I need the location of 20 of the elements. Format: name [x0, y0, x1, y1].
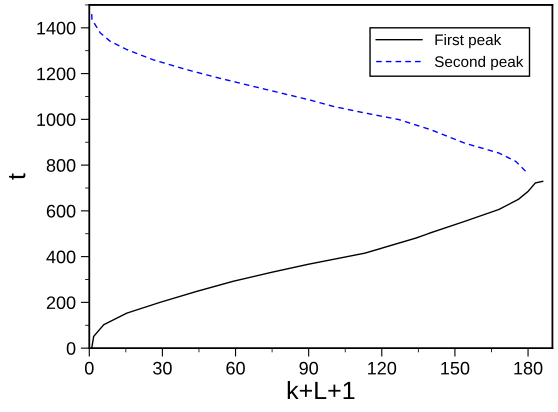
x-tick-label: 150	[441, 362, 470, 375]
x-tick-label: 30	[153, 362, 172, 375]
x-tick-label: 0	[84, 362, 94, 375]
y-tick-label: 1200	[37, 68, 76, 80]
y-tick-label: 800	[46, 159, 76, 172]
y-tick-label: 1000	[37, 113, 76, 126]
x-tick-label: 180	[514, 362, 542, 375]
legend-label: First peak	[435, 34, 502, 48]
y-tick-label: 400	[46, 250, 76, 264]
y-tick-label: 1400	[37, 22, 76, 35]
legend-label: Second peak	[434, 56, 524, 70]
y-tick-label: 200	[46, 296, 76, 310]
x-axis-title: k+L+1	[288, 380, 354, 400]
line-series	[91, 13, 526, 172]
x-tick-label: 120	[368, 362, 396, 375]
y-tick-label: 0	[66, 342, 76, 355]
y-tick-label: 600	[46, 204, 76, 218]
y-axis-title: t	[9, 173, 26, 180]
x-tick-label: 90	[299, 362, 318, 375]
x-tick-label: 60	[226, 362, 245, 375]
